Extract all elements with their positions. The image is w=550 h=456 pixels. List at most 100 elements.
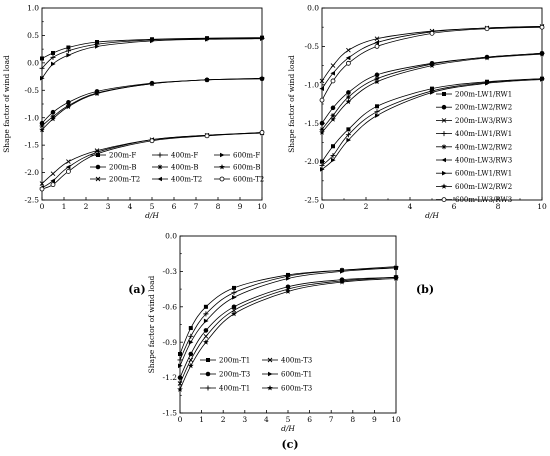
data-point — [149, 80, 155, 87]
legend-item: 600m-F — [214, 152, 260, 160]
legend-item: 200m-T2 — [90, 176, 140, 184]
legend-marker — [441, 183, 447, 189]
legend-label: 400m-T3 — [281, 357, 312, 365]
legend-label: 400m-LW2/RW2 — [455, 143, 512, 151]
data-point — [330, 70, 335, 76]
legend-item: 400m-F — [152, 152, 198, 160]
legend-marker — [219, 176, 225, 182]
legend-label: 400m-LW1/RW1 — [455, 130, 512, 138]
data-point — [319, 97, 325, 103]
data-point — [231, 308, 237, 313]
legend-marker — [205, 371, 211, 377]
legend-item: 400m-T3 — [262, 357, 312, 365]
x-tick-label: 4 — [408, 202, 413, 211]
data-point — [330, 113, 336, 118]
y-tick-label: -2.0 — [305, 157, 320, 166]
series-line — [179, 266, 397, 361]
legend-item: 600m-T2 — [214, 176, 264, 184]
legend-marker — [267, 385, 273, 391]
data-point — [345, 55, 351, 61]
data-point — [203, 333, 209, 339]
data-point — [539, 24, 545, 30]
data-point — [188, 351, 194, 357]
y-tick-label: -2.5 — [305, 196, 320, 205]
data-point — [259, 130, 265, 135]
x-tick-label: 7 — [194, 202, 199, 211]
data-point — [39, 65, 45, 71]
data-point — [330, 116, 336, 122]
legend-label: 600m-T2 — [233, 176, 264, 184]
data-point — [66, 52, 71, 58]
x-tick-label: 5 — [286, 415, 291, 424]
legend-marker — [441, 104, 447, 110]
x-tick-label: 8 — [496, 202, 501, 211]
data-point — [374, 36, 380, 42]
data-point — [345, 132, 351, 138]
y-tick-label: 0.0 — [307, 4, 319, 13]
series-600m-LW2/RW2 — [319, 51, 545, 135]
series-line — [179, 267, 397, 366]
data-point — [50, 115, 56, 122]
series-line — [179, 267, 397, 355]
legend-marker — [441, 118, 447, 123]
legend-label: 200m-T2 — [109, 176, 140, 184]
data-point — [188, 333, 194, 339]
y-tick-label: -0.3 — [163, 267, 178, 276]
x-tick-label: 2 — [364, 202, 369, 211]
y-tick-label: 0.5 — [27, 31, 39, 40]
data-point — [177, 375, 183, 380]
data-point — [204, 76, 210, 83]
data-point — [50, 54, 56, 60]
data-point — [205, 36, 210, 42]
panel-label: (c) — [281, 438, 298, 451]
legend-label: 200m-F — [109, 152, 136, 160]
legend-label: 400m-B — [171, 164, 199, 172]
legend-label: 200m-T1 — [219, 357, 250, 365]
legend-marker — [157, 152, 163, 158]
data-point — [66, 100, 71, 105]
legend-marker — [267, 357, 273, 363]
series-line — [321, 26, 543, 89]
data-point — [375, 113, 380, 118]
data-point — [39, 186, 45, 192]
y-tick-label: -2.0 — [25, 168, 40, 177]
legend-item: 200m-T1 — [200, 357, 250, 365]
legend-item: 400m-LW2/RW2 — [436, 143, 512, 151]
x-tick-label: 9 — [372, 415, 377, 424]
data-point — [285, 288, 291, 294]
data-point — [231, 290, 237, 296]
data-point — [203, 318, 209, 324]
chart-panel-3: 0 1 2 3 4 5 6 7 8 9 10 0.0 -0.3 -0.6 -0.9 -1.2 -1.5 d/H Sh… — [147, 232, 401, 451]
data-point — [429, 62, 435, 69]
data-point — [66, 45, 71, 50]
series-600m-F — [40, 36, 265, 81]
data-point — [374, 72, 380, 78]
x-tick-label: 0 — [320, 202, 325, 211]
data-point — [177, 381, 183, 386]
x-axis-label: d/H — [281, 424, 295, 433]
data-point — [39, 181, 45, 186]
legend-item: 400m-T1 — [200, 385, 250, 393]
data-point — [65, 164, 71, 170]
data-point — [66, 169, 71, 174]
y-tick-label: -2.5 — [25, 196, 40, 205]
legend-marker — [441, 197, 447, 203]
data-point — [50, 178, 55, 184]
data-point — [319, 162, 325, 168]
data-point — [260, 36, 265, 42]
data-point — [374, 78, 380, 85]
legend-label: 600m-B — [233, 164, 261, 172]
data-point — [484, 26, 490, 32]
y-tick-label: -0.9 — [163, 338, 178, 347]
legend: 200m-T1 200m-T3 400m-T1 400m-T3 600m-T1 600m-… — [200, 357, 312, 393]
y-tick-label: -1.0 — [25, 113, 40, 122]
series-600m-LW3/RW3 — [319, 24, 545, 103]
panel-label: (b) — [416, 283, 434, 296]
x-tick-label: 0 — [178, 415, 183, 424]
x-tick-label: 9 — [238, 202, 243, 211]
legend: 200m-LW1/RW1 200m-LW2/RW2 200m-LW3/RW3 400m… — [436, 91, 512, 204]
y-axis-label: Shape factor of wind load — [147, 275, 156, 373]
panel-label: (a) — [128, 283, 146, 296]
legend-marker — [441, 131, 447, 137]
